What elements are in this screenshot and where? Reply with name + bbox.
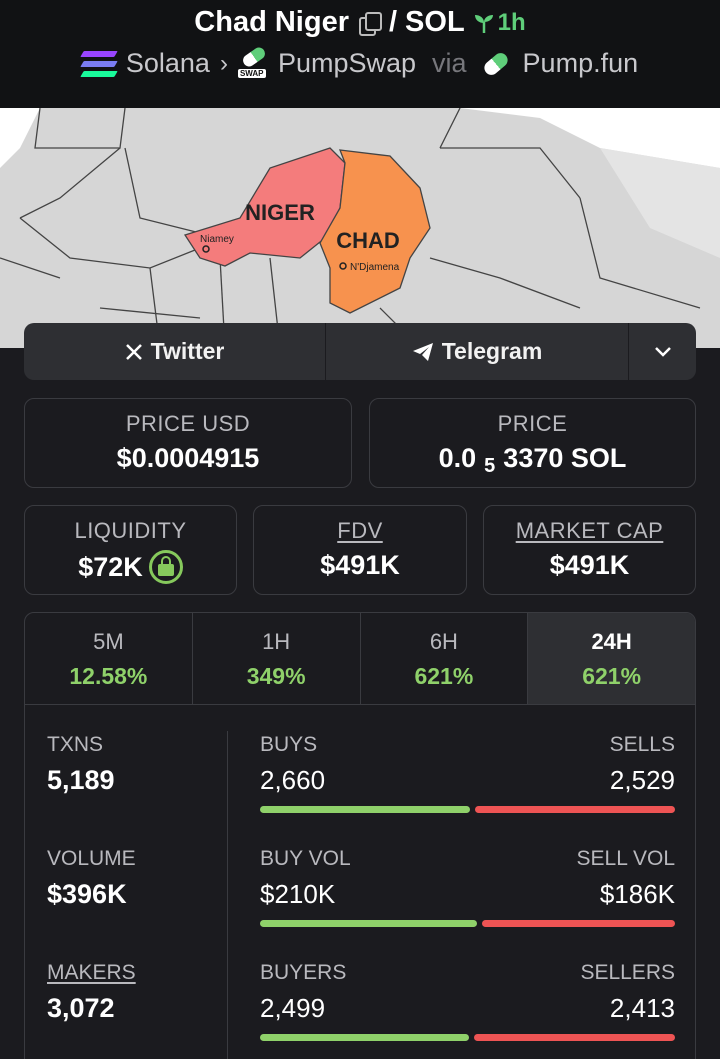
tab-1h[interactable]: 1H 349% [193, 613, 361, 704]
solana-icon [80, 50, 118, 77]
tab-5m[interactable]: 5M 12.58% [25, 613, 193, 704]
pumpfun-icon [481, 49, 511, 78]
x-logo-icon [125, 343, 142, 360]
niger-label: NIGER [245, 200, 315, 225]
price-usd-card: PRICE USD $0.0004915 [24, 398, 352, 488]
stats-panel: 5M 12.58% 1H 349% 6H 621% 24H 621% TXNS … [24, 612, 696, 1059]
tab-6h[interactable]: 6H 621% [361, 613, 529, 704]
banner-map: NIGER CHAD Niamey N'Djamena [0, 108, 720, 348]
twitter-label: Twitter [150, 338, 225, 364]
liquidity-label: LIQUIDITY [74, 518, 187, 543]
ndjamena-marker [339, 262, 347, 270]
breadcrumb: Solana › SWAP PumpSwap via Pump.fun [0, 44, 720, 79]
market-cap-label[interactable]: MARKET CAP [515, 518, 664, 543]
makers-value: 3,072 [47, 993, 115, 1023]
copy-icon[interactable] [358, 11, 382, 36]
quote-token: SOL [405, 6, 465, 38]
buyers-label: BUYERS [260, 961, 347, 984]
token-name: Chad Niger [194, 6, 349, 38]
txns-label: TXNS [47, 733, 104, 756]
sell-vol-value: $186K [599, 879, 675, 909]
price-usd-label: PRICE USD [125, 411, 251, 436]
txns-value: 5,189 [47, 765, 115, 795]
fdv-label[interactable]: FDV [337, 518, 383, 543]
via-text: via [432, 48, 467, 78]
buyers-bar-fill [260, 1034, 469, 1041]
stats-divider [227, 731, 228, 1059]
price-native-label: PRICE [497, 411, 568, 436]
pair-separator: / [388, 6, 398, 38]
chain-link[interactable]: Solana [125, 48, 210, 78]
market-cap-card: MARKET CAP $491K [483, 505, 696, 595]
makers-row: MAKERS 3,072 BUYERS SELLERS 2,499 2,413 [25, 961, 695, 1059]
buy-sell-vol-bar [260, 920, 675, 927]
token-banner: NIGER CHAD Niamey N'Djamena [0, 108, 720, 348]
sell-vol-bar-fill [482, 920, 675, 927]
buy-vol-value: $210K [260, 879, 336, 909]
telegram-icon [412, 342, 433, 361]
sell-vol-label: SELL VOL [576, 847, 675, 870]
more-links-dropdown[interactable] [629, 323, 696, 380]
period-tabs: 5M 12.58% 1H 349% 6H 621% 24H 621% [25, 613, 695, 705]
sells-value: 2,529 [609, 765, 675, 795]
sellers-label: SELLERS [580, 961, 675, 984]
pair-age: 1h [473, 9, 526, 37]
buys-bar-fill [260, 806, 471, 813]
volume-row: VOLUME $396K BUY VOL SELL VOL $210K $186… [25, 847, 695, 957]
market-cap-value: $491K [549, 550, 630, 580]
buys-value: 2,660 [260, 765, 326, 795]
pair-title-row: Chad Niger / SOL 1h [0, 6, 720, 39]
buy-vol-bar-fill [260, 920, 478, 927]
pair-header: Chad Niger / SOL 1h Solana › SWAP PumpSw… [0, 0, 720, 108]
liquidity-card: LIQUIDITY $72K [24, 505, 237, 595]
chad-label: CHAD [336, 228, 400, 253]
buy-vol-label: BUY VOL [260, 847, 351, 870]
niamey-marker [202, 245, 210, 253]
tab-24h[interactable]: 24H 621% [528, 613, 695, 704]
sprout-icon [474, 14, 493, 33]
sells-bar-fill [475, 806, 675, 813]
buyers-sellers-bar [260, 1034, 675, 1041]
lock-icon[interactable] [148, 550, 183, 584]
social-links-bar: Twitter Telegram [24, 323, 696, 380]
price-native-card: PRICE 0.0 5 3370 SOL [369, 398, 696, 488]
txns-row: TXNS 5,189 BUYS SELLS 2,660 2,529 [25, 733, 695, 843]
pumpswap-icon: SWAP [237, 44, 268, 78]
buys-sells-bar [260, 806, 675, 813]
price-native-value: 0.0 5 3370 SOL [438, 443, 627, 477]
buyers-value: 2,499 [260, 993, 326, 1023]
sells-label: SELLS [609, 733, 675, 756]
volume-label: VOLUME [47, 847, 136, 870]
fdv-card: FDV $491K [253, 505, 467, 595]
makers-label[interactable]: MAKERS [47, 961, 136, 984]
liquidity-value: $72K [78, 551, 143, 582]
fdv-value: $491K [320, 550, 400, 580]
sellers-value: 2,413 [609, 993, 675, 1023]
telegram-button[interactable]: Telegram [326, 323, 629, 380]
volume-value: $396K [47, 879, 127, 909]
chevron-right-icon: › [219, 49, 228, 77]
buys-label: BUYS [260, 733, 318, 756]
chevron-down-icon [654, 346, 671, 357]
pair-age-value: 1h [497, 8, 526, 36]
dex-link[interactable]: PumpSwap [277, 48, 417, 78]
ndjamena-label: N'Djamena [350, 262, 400, 273]
launchpad-link[interactable]: Pump.fun [522, 48, 639, 78]
sellers-bar-fill [473, 1034, 675, 1041]
twitter-button[interactable]: Twitter [24, 323, 326, 380]
liquidity-value-row: $72K [25, 550, 236, 584]
niamey-label: Niamey [200, 234, 234, 245]
telegram-label: Telegram [441, 338, 543, 364]
price-usd-value: $0.0004915 [116, 443, 260, 473]
